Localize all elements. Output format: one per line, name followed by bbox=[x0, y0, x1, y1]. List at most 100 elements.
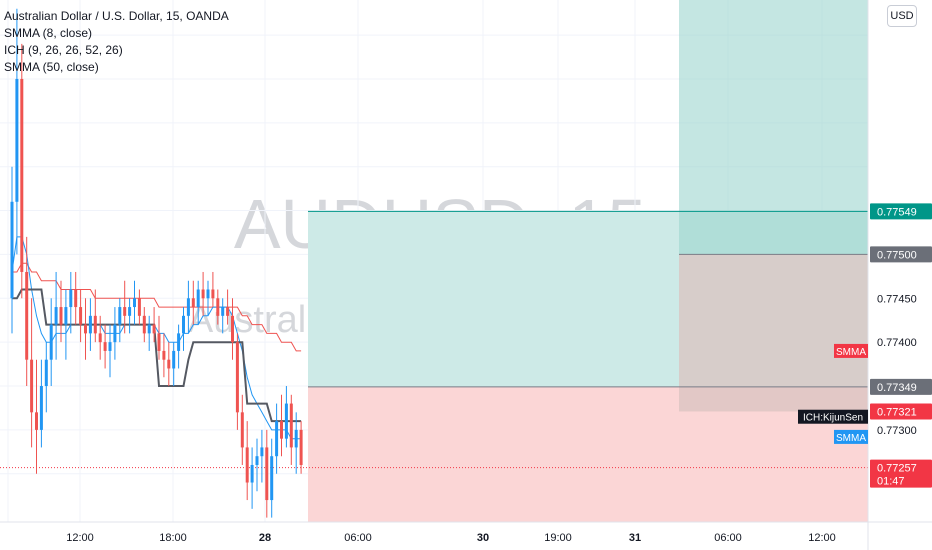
candle-body bbox=[84, 324, 87, 334]
candle-body bbox=[10, 201, 14, 299]
candle-body bbox=[137, 298, 141, 316]
candle-body bbox=[270, 456, 274, 501]
candle-body bbox=[93, 315, 97, 334]
kijun-tag: ICH:KijunSen bbox=[803, 413, 863, 424]
smma-slow-line bbox=[12, 262, 302, 352]
candle-body bbox=[157, 333, 161, 351]
candle-body bbox=[226, 307, 230, 316]
candle-body bbox=[206, 289, 210, 299]
candle-body bbox=[74, 289, 78, 308]
candle-body bbox=[79, 307, 83, 325]
candle-body bbox=[20, 78, 24, 272]
price-axis[interactable]: 0.77450 0.77400 0.77300 0.77549 0.77500 0.773… bbox=[798, 0, 932, 550]
target-price-label: 0.77549 bbox=[877, 206, 917, 218]
time-tick-label: 12:00 bbox=[808, 532, 836, 544]
entry-price-label: 0.77349 bbox=[877, 382, 917, 394]
candle-body bbox=[162, 350, 166, 360]
time-tick-label: 18:00 bbox=[159, 532, 187, 544]
candle-body bbox=[172, 350, 176, 369]
smma-fast-tag: SMMA bbox=[836, 433, 866, 444]
candle-body bbox=[39, 386, 43, 430]
candle-body bbox=[49, 324, 53, 360]
time-axis[interactable]: 12:00 18:00 28 06:00 30 19:00 31 06:00 12:00 bbox=[0, 521, 932, 544]
time-tick-label: 12:00 bbox=[66, 532, 94, 544]
time-tick-label: 30 bbox=[477, 532, 489, 544]
smma-fast-tag-bg bbox=[834, 429, 868, 444]
candle-body bbox=[294, 429, 298, 448]
target-label-bg bbox=[870, 203, 932, 220]
legend-ichimoku[interactable]: ICH (9, 26, 26, 52, 26) bbox=[4, 43, 123, 57]
candle-body bbox=[59, 307, 63, 325]
candle-body bbox=[44, 359, 48, 387]
candle-body bbox=[88, 315, 92, 334]
candle-body bbox=[30, 359, 34, 413]
candle-body bbox=[177, 333, 181, 351]
candle-body bbox=[25, 271, 29, 360]
candle-body bbox=[216, 298, 220, 316]
legend-symbol[interactable]: Australian Dollar / U.S. Dollar, 15, OAN… bbox=[4, 9, 229, 23]
candle-body bbox=[260, 447, 264, 457]
candle-body bbox=[275, 421, 279, 457]
candle-body bbox=[231, 315, 234, 343]
candle-body bbox=[221, 307, 225, 316]
stop-lower-price-label: 0.77321 bbox=[877, 406, 917, 418]
candle-body bbox=[211, 289, 215, 299]
candle-body bbox=[15, 78, 19, 202]
candles bbox=[10, 8, 303, 518]
last-price-label: 0.77257 bbox=[877, 463, 917, 475]
smma-slow-tag: SMMA bbox=[836, 347, 866, 358]
candle-body bbox=[147, 324, 151, 334]
price-tick-label: 0.77300 bbox=[877, 425, 917, 437]
candle-body bbox=[196, 289, 200, 308]
chart-legend: Australian Dollar / U.S. Dollar, 15, OAN… bbox=[4, 8, 229, 76]
candle-body bbox=[240, 412, 244, 448]
smma-fast-line bbox=[11, 236, 302, 440]
stop-lower-label-bg bbox=[870, 403, 932, 420]
candle-body bbox=[152, 324, 156, 334]
legend-smma-fast[interactable]: SMMA (8, close) bbox=[4, 26, 93, 40]
candle-body bbox=[299, 429, 303, 465]
candle-body bbox=[113, 324, 117, 343]
candle-body bbox=[69, 289, 73, 308]
legend-smma-slow[interactable]: SMMA (50, close) bbox=[4, 60, 99, 74]
candle-body bbox=[108, 342, 112, 351]
currency-button[interactable]: USD bbox=[887, 5, 917, 27]
candle-body bbox=[167, 359, 171, 369]
candle-body bbox=[118, 307, 122, 325]
candle-body bbox=[182, 315, 185, 334]
smma-slow-tag-bg bbox=[834, 343, 868, 358]
candle-body bbox=[133, 298, 136, 308]
candle-body bbox=[98, 333, 102, 343]
candle-body bbox=[289, 403, 293, 448]
candle-body bbox=[201, 289, 205, 299]
candle-body bbox=[255, 456, 259, 465]
price-tick-label: 0.77400 bbox=[877, 337, 917, 349]
candle-body bbox=[35, 412, 38, 430]
price-tick-label: 0.77450 bbox=[877, 293, 917, 305]
candle-body bbox=[186, 298, 190, 316]
time-tick-label: 06:00 bbox=[344, 532, 372, 544]
candle-body bbox=[128, 307, 132, 316]
time-tick-label: 06:00 bbox=[714, 532, 742, 544]
candle-body bbox=[54, 307, 58, 325]
candle-body bbox=[265, 447, 269, 501]
candle-body bbox=[235, 342, 239, 413]
candle-body bbox=[191, 298, 195, 308]
stop-upper-price-label: 0.77500 bbox=[877, 249, 917, 261]
time-tick-label: 19:00 bbox=[544, 532, 572, 544]
last-label-bg bbox=[870, 459, 932, 488]
candle-body bbox=[284, 403, 288, 439]
time-tick-label: 31 bbox=[629, 532, 641, 544]
position-zones[interactable] bbox=[0, 0, 868, 522]
time-tick-label: 28 bbox=[259, 532, 271, 544]
candle-body bbox=[280, 421, 283, 439]
stop-upper-label-bg bbox=[870, 246, 932, 263]
short-stop-zone bbox=[679, 254, 868, 412]
entry-label-bg bbox=[870, 378, 932, 395]
short-profit-zone bbox=[679, 0, 868, 255]
kijun-tag-bg bbox=[798, 409, 868, 424]
candle-body bbox=[142, 315, 146, 334]
candle-body bbox=[245, 447, 249, 483]
candle-body bbox=[250, 464, 254, 483]
